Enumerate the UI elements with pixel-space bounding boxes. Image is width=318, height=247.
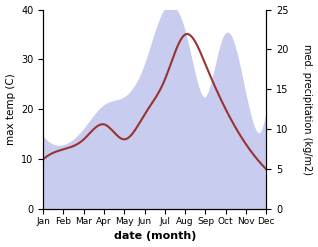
X-axis label: date (month): date (month) (114, 231, 196, 242)
Y-axis label: max temp (C): max temp (C) (5, 74, 16, 145)
Y-axis label: med. precipitation (kg/m2): med. precipitation (kg/m2) (302, 44, 313, 175)
